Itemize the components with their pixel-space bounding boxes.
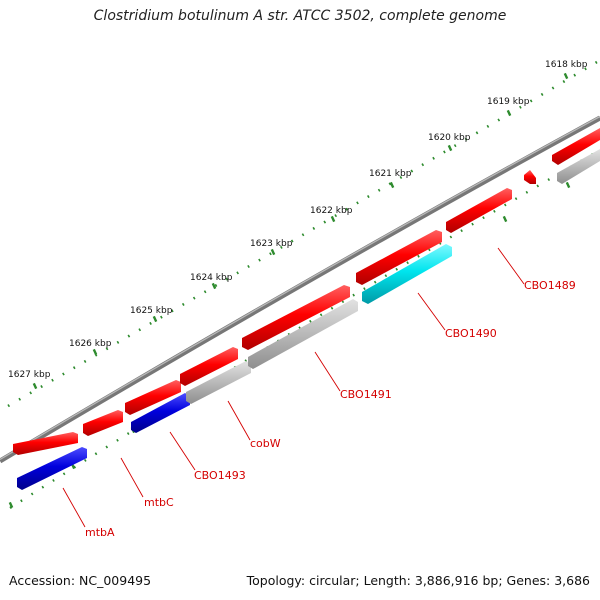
genome-backbone (0, 115, 600, 464)
map-title: Clostridium botulinum A str. ATCC 3502, … (93, 8, 507, 24)
cds-arrow-cobw-forward[interactable] (180, 347, 238, 386)
major-tick-mark (389, 181, 395, 189)
callout-line-cbo1489 (497, 247, 525, 285)
genome-summary-text: Topology: circular; Length: 3,886,916 bp… (246, 573, 590, 588)
gene-cobw[interactable] (186, 361, 251, 404)
callout-line-cbo1491 (314, 351, 341, 392)
outer-tick-ring (7, 60, 598, 408)
cds-arrow-small[interactable] (524, 170, 536, 184)
callout-line-mtba (62, 487, 86, 528)
major-tick-mark (502, 215, 508, 223)
cds-arrow-cbo1489-forward[interactable] (446, 188, 512, 233)
gene-cbo1493[interactable] (131, 393, 190, 433)
cds-arrow-cbo1490-forward[interactable] (356, 230, 442, 285)
genome-backbone-highlight (0, 115, 600, 461)
tick-label: 1626 kbp (69, 339, 112, 349)
tick-label: 1619 kbp (487, 97, 530, 107)
gene-cbo1490[interactable] (362, 244, 452, 304)
tick-label: 1620 kbp (428, 133, 471, 143)
cds-arrow-cbo1493-forward[interactable] (125, 380, 181, 415)
gene-callouts: CBO1489 CBO1490 CBO1491 cobW CBO1493 mtb… (62, 247, 576, 539)
gene-label-cobw[interactable]: cobW (250, 437, 281, 450)
tick-label: 1625 kbp (130, 306, 173, 316)
callout-line-mtbc (120, 457, 144, 498)
accession-text: Accession: NC_009495 (9, 573, 152, 588)
major-tick-mark (92, 348, 98, 356)
cds-arrow-offscreen-forward[interactable] (552, 128, 600, 165)
major-tick-mark (152, 315, 158, 323)
major-tick-mark (32, 382, 38, 390)
gene-offscreen[interactable] (557, 149, 600, 184)
tick-label: 1623 kbp (250, 239, 293, 249)
tick-label: 1627 kbp (8, 370, 51, 380)
gene-cbo1491[interactable] (248, 299, 358, 369)
major-tick-mark (506, 109, 512, 117)
gene-label-cbo1493[interactable]: CBO1493 (194, 469, 246, 482)
cds-forward-ring (13, 128, 600, 455)
tick-label: 1618 kbp (545, 60, 588, 70)
gene-label-cbo1489[interactable]: CBO1489 (524, 279, 576, 292)
gene-label-mtba[interactable]: mtbA (85, 526, 115, 539)
gene-label-mtbc[interactable]: mtbC (144, 496, 174, 509)
major-tick-mark (447, 144, 453, 152)
tick-label: 1622 kbp (310, 206, 353, 216)
gene-ring (17, 149, 600, 490)
major-tick-mark (8, 501, 14, 509)
major-tick-mark (565, 181, 571, 189)
callout-line-cobw (227, 400, 251, 441)
major-tick-mark (330, 215, 336, 223)
gene-mtba[interactable] (17, 447, 87, 490)
tick-label: 1624 kbp (190, 273, 233, 283)
cds-arrow-mtba-forward[interactable] (13, 432, 78, 455)
cds-arrow-cbo1491-forward[interactable] (242, 285, 350, 350)
major-tick-mark (270, 248, 276, 256)
major-tick-mark (211, 282, 217, 290)
callout-line-cbo1493 (169, 431, 196, 471)
outer-tick-track (7, 60, 598, 408)
tick-label: 1621 kbp (369, 169, 412, 179)
gene-label-cbo1491[interactable]: CBO1491 (340, 388, 392, 401)
major-tick-mark (563, 72, 569, 80)
gene-label-cbo1490[interactable]: CBO1490 (445, 327, 497, 340)
callout-line-cbo1490 (417, 292, 446, 331)
cds-arrow-mtbc[interactable] (83, 410, 123, 436)
